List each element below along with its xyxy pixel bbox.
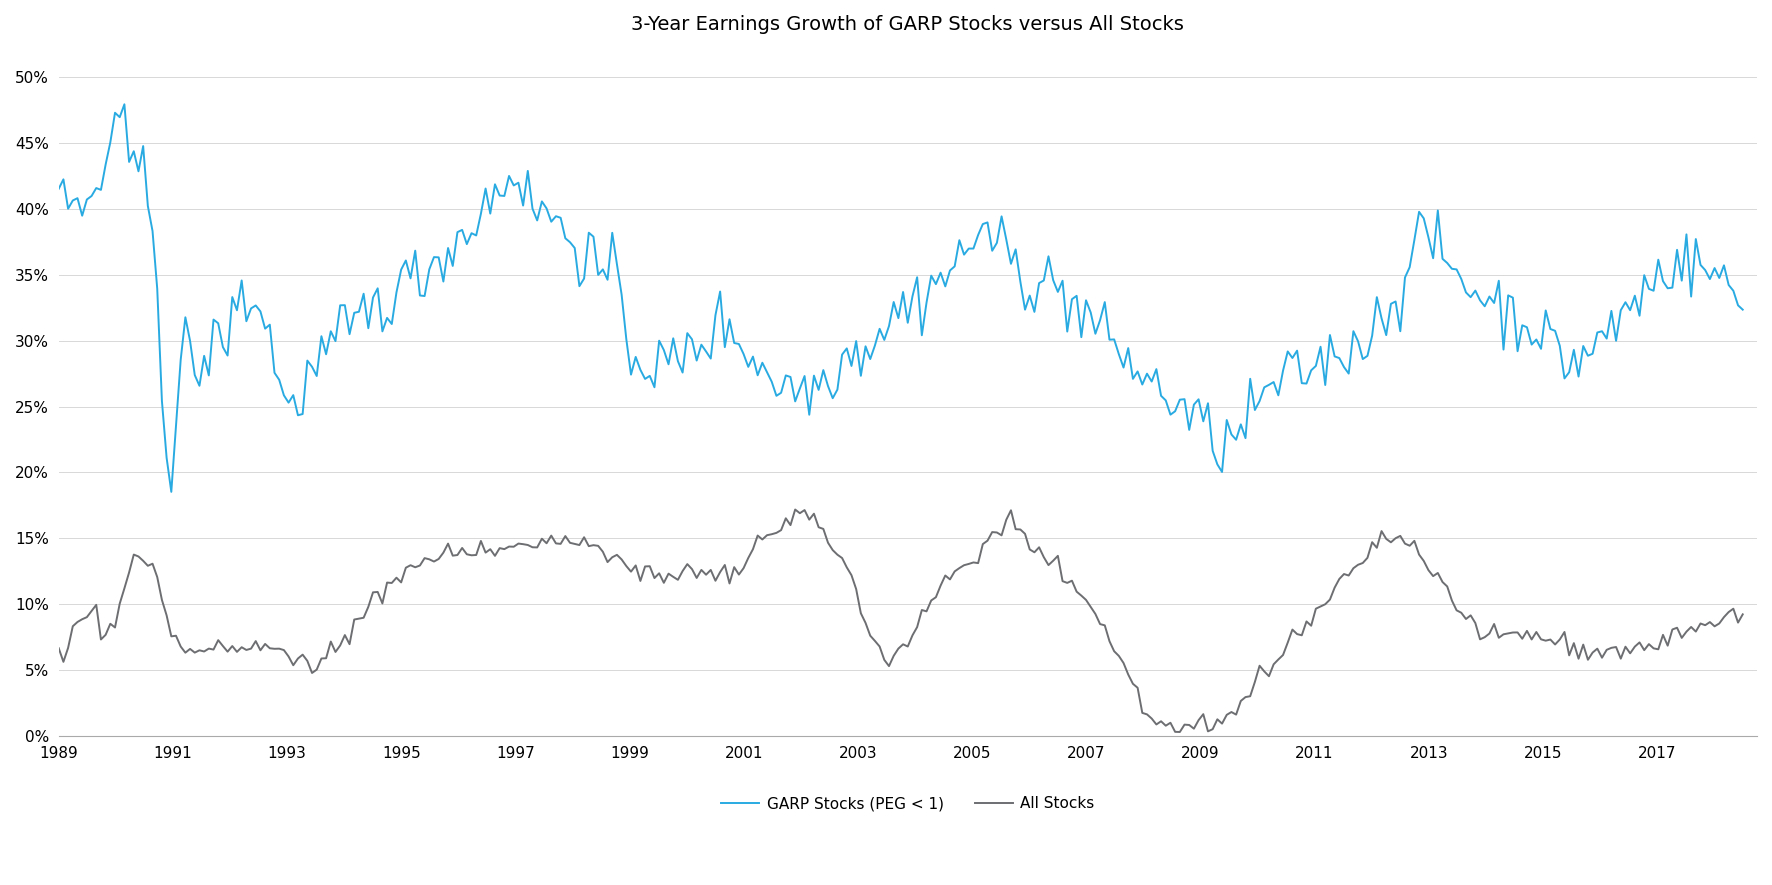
GARP Stocks (PEG < 1) xyxy=(1731,304,1753,315)
GARP Stocks (PEG < 1) xyxy=(48,183,69,194)
GARP Stocks (PEG < 1) xyxy=(1648,254,1669,265)
Legend: GARP Stocks (PEG < 1), All Stocks: GARP Stocks (PEG < 1), All Stocks xyxy=(716,790,1100,818)
Title: 3-Year Earnings Growth of GARP Stocks versus All Stocks: 3-Year Earnings Growth of GARP Stocks ve… xyxy=(631,15,1184,34)
GARP Stocks (PEG < 1) xyxy=(161,487,183,497)
GARP Stocks (PEG < 1) xyxy=(615,334,636,344)
All Stocks xyxy=(1648,644,1669,655)
GARP Stocks (PEG < 1) xyxy=(794,371,815,381)
All Stocks xyxy=(549,539,571,550)
All Stocks xyxy=(1170,727,1191,737)
All Stocks xyxy=(789,508,810,519)
GARP Stocks (PEG < 1) xyxy=(643,382,664,393)
GARP Stocks (PEG < 1) xyxy=(113,99,135,110)
All Stocks xyxy=(634,561,656,572)
All Stocks xyxy=(48,643,69,653)
All Stocks xyxy=(606,550,627,560)
Line: All Stocks: All Stocks xyxy=(58,510,1742,732)
All Stocks xyxy=(785,504,806,515)
All Stocks xyxy=(255,639,276,650)
GARP Stocks (PEG < 1) xyxy=(560,237,581,248)
Line: GARP Stocks (PEG < 1): GARP Stocks (PEG < 1) xyxy=(58,104,1742,492)
All Stocks xyxy=(1731,609,1753,620)
GARP Stocks (PEG < 1) xyxy=(264,367,285,378)
